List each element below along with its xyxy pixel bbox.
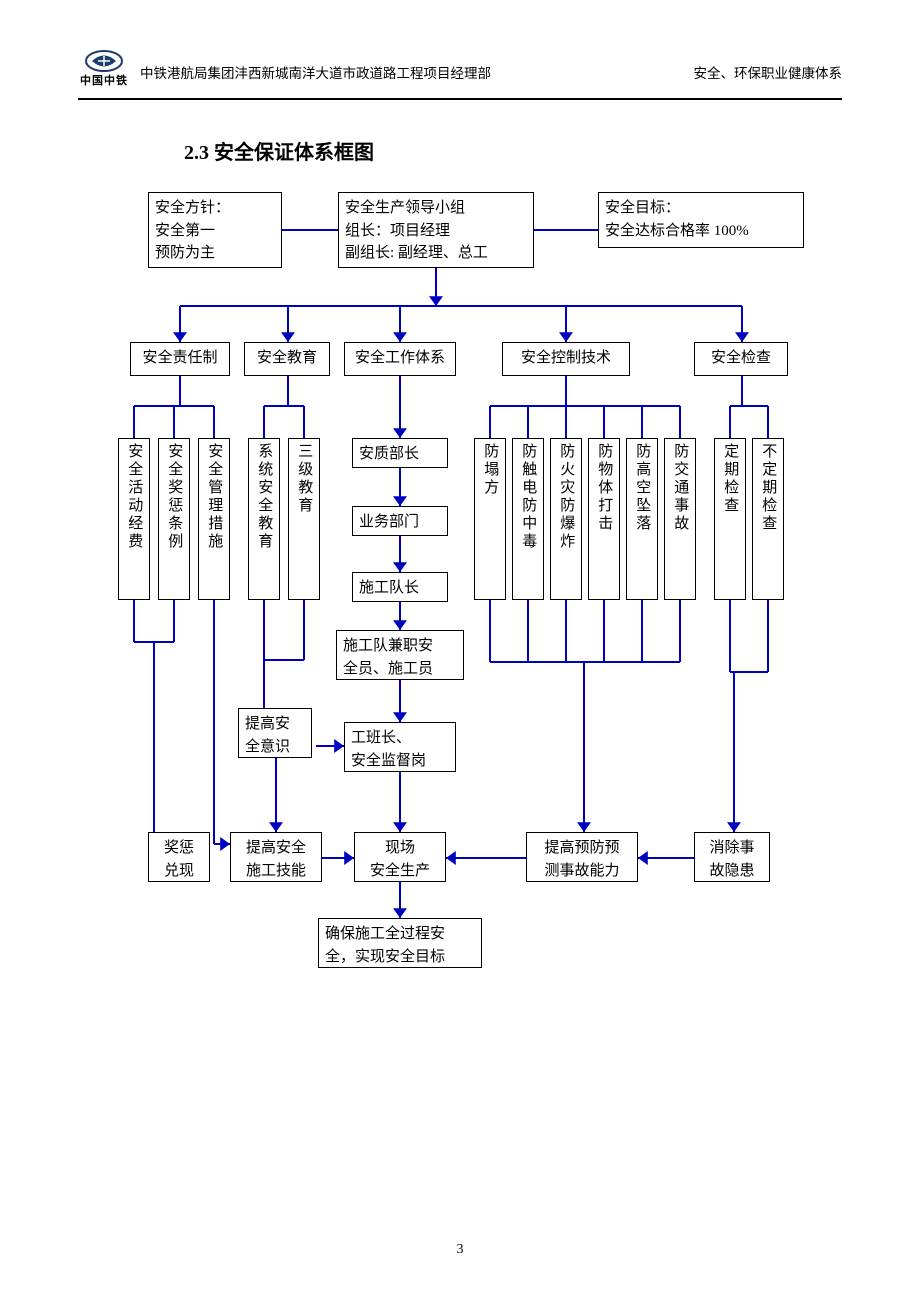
flowchart-node: 安全目标：安全达标合格率 100% [598,192,804,248]
company-logo: 中国中铁 [78,48,130,88]
page-header: 中国中铁 中铁港航局集团沣西新城南洋大道市政道路工程项目经理部 安全、环保职业健… [78,56,842,100]
flowchart-node: 奖惩兑现 [148,832,210,882]
flowchart-node: 安全活动经费 [118,438,150,600]
flowchart-node: 施工队兼职安全员、施工员 [336,630,464,680]
flowchart-node: 定期检查 [714,438,746,600]
flowchart-node: 防交通事故 [664,438,696,600]
flowchart-node: 现场安全生产 [354,832,446,882]
flowchart-node: 施工队长 [352,572,448,602]
flowchart-node: 防物体打击 [588,438,620,600]
flowchart-node: 安全责任制 [130,342,230,376]
flowchart-node: 工班长、安全监督岗 [344,722,456,772]
flowchart-canvas: 安全方针：安全第一预防为主安全生产领导小组组长：项目经理副组长: 副经理、总工安… [118,192,818,1072]
page-number: 3 [0,1242,920,1258]
flowchart-node: 确保施工全过程安全，实现安全目标 [318,918,482,968]
flowchart-node: 不定期检查 [752,438,784,600]
flowchart-node: 提高安全施工技能 [230,832,322,882]
flowchart-node: 三级教育 [288,438,320,600]
flowchart-node: 安全方针：安全第一预防为主 [148,192,282,268]
flowchart-node: 防高空坠落 [626,438,658,600]
flowchart-node: 安全奖惩条例 [158,438,190,600]
header-right-text: 安全、环保职业健康体系 [694,62,843,82]
flowchart-node: 安全教育 [244,342,330,376]
flowchart-node: 提高安全意识 [238,708,312,758]
flowchart-node: 安质部长 [352,438,448,468]
flowchart-node: 安全工作体系 [344,342,456,376]
logo-text: 中国中铁 [78,72,130,88]
flowchart-node: 安全生产领导小组组长：项目经理副组长: 副经理、总工 [338,192,534,268]
logo-mark-icon [84,48,124,72]
flowchart-node: 防火灾防爆炸 [550,438,582,600]
header-left-text: 中铁港航局集团沣西新城南洋大道市政道路工程项目经理部 [140,62,491,82]
flowchart-node: 消除事故隐患 [694,832,770,882]
flowchart-node: 防触电防中毒 [512,438,544,600]
flowchart-node: 提高预防预测事故能力 [526,832,638,882]
section-title: 2.3 安全保证体系框图 [184,136,374,165]
flowchart-node: 安全管理措施 [198,438,230,600]
flowchart-node: 防塌方 [474,438,506,600]
flowchart-node: 安全检查 [694,342,788,376]
flowchart-node: 安全控制技术 [502,342,630,376]
document-page: 中国中铁 中铁港航局集团沣西新城南洋大道市政道路工程项目经理部 安全、环保职业健… [0,0,920,1302]
flowchart-node: 系统安全教育 [248,438,280,600]
flowchart-node: 业务部门 [352,506,448,536]
